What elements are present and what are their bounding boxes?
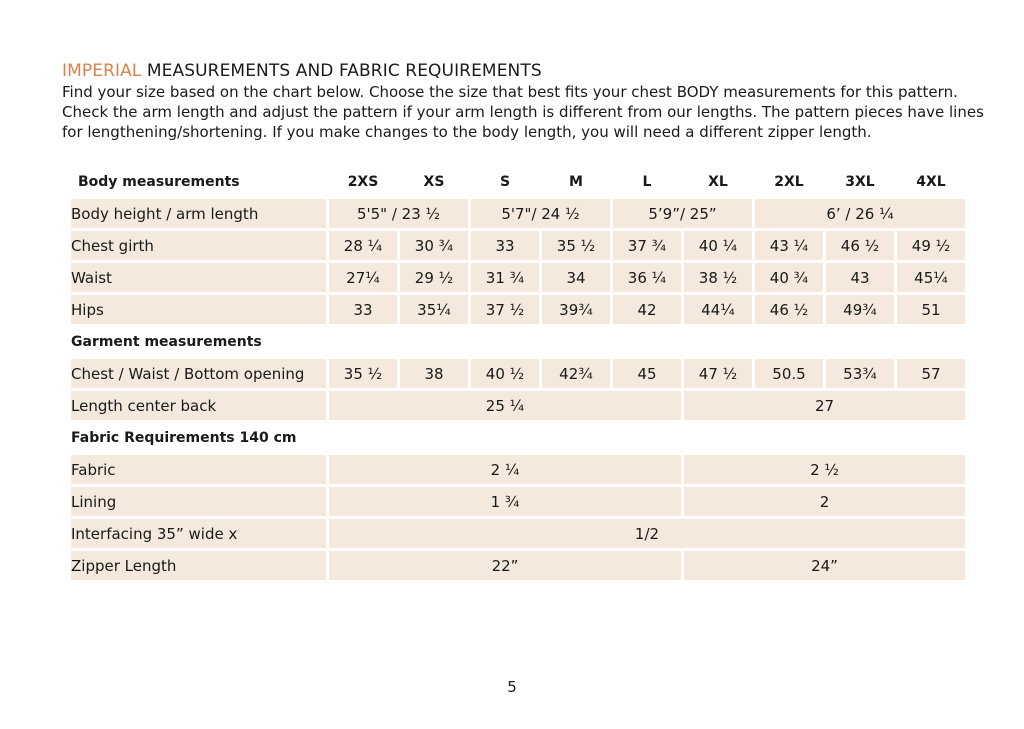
garment-chest-value: 57 (897, 359, 965, 388)
intro-line-3: for lengthening/shortening. If you make … (62, 123, 872, 141)
body-height-value: 6’ / 26 ¼ (755, 199, 965, 228)
hips-value: 39¾ (542, 295, 610, 324)
hips-label: Hips (71, 295, 326, 324)
intro-line-2: Check the arm length and adjust the patt… (62, 103, 984, 121)
waist-value: 40 ¾ (755, 263, 823, 292)
chest-girth-value: 30 ¾ (400, 231, 468, 260)
waist-value: 38 ½ (684, 263, 752, 292)
size-2xl: 2XL (774, 173, 804, 190)
hips-value: 42 (613, 295, 681, 324)
intro-line-1: Find your size based on the chart below.… (62, 83, 958, 101)
garment-chest-value: 53¾ (826, 359, 894, 388)
body-height-value: 5'5" / 23 ½ (329, 199, 468, 228)
size-4xl: 4XL (916, 173, 946, 190)
fabric-requirements-header: Fabric Requirements 140 cm (71, 429, 297, 446)
zipper-length-value: 24” (684, 551, 965, 580)
chest-girth-value: 46 ½ (826, 231, 894, 260)
table-row: Zipper Length 22” 24” (71, 551, 965, 580)
waist-value: 45¼ (897, 263, 965, 292)
waist-value: 43 (826, 263, 894, 292)
hips-value: 51 (897, 295, 965, 324)
table-row: Body height / arm length 5'5" / 23 ½ 5'7… (71, 199, 965, 228)
table-row: Interfacing 35” wide x 1/2 (71, 519, 965, 548)
chest-girth-value: 35 ½ (542, 231, 610, 260)
waist-label: Waist (71, 263, 326, 292)
hips-value: 33 (329, 295, 397, 324)
interfacing-label: Interfacing 35” wide x (71, 519, 326, 548)
lining-value: 2 (684, 487, 965, 516)
size-xs: XS (423, 173, 445, 190)
lining-label: Lining (71, 487, 326, 516)
title-accent: IMPERIAL (62, 61, 142, 81)
size-header-row: Body measurements 2XS XS S M L XL 2XL 3X… (71, 167, 965, 196)
fabric-label: Fabric (71, 455, 326, 484)
chest-girth-value: 37 ¾ (613, 231, 681, 260)
size-m: M (569, 173, 583, 190)
lining-value: 1 ¾ (329, 487, 681, 516)
waist-value: 36 ¼ (613, 263, 681, 292)
hips-value: 44¼ (684, 295, 752, 324)
length-back-value: 27 (684, 391, 965, 420)
intro-text: Find your size based on the chart below.… (62, 82, 984, 142)
table-row: Fabric 2 ¼ 2 ½ (71, 455, 965, 484)
chest-girth-label: Chest girth (71, 231, 326, 260)
waist-value: 34 (542, 263, 610, 292)
section-row: Fabric Requirements 140 cm (71, 423, 965, 452)
size-3xl: 3XL (845, 173, 875, 190)
garment-measurements-header: Garment measurements (71, 333, 262, 350)
length-back-label: Length center back (71, 391, 326, 420)
garment-chest-value: 50.5 (755, 359, 823, 388)
hips-value: 49¾ (826, 295, 894, 324)
section-row: Garment measurements (71, 327, 965, 356)
body-height-value: 5’9”/ 25” (613, 199, 752, 228)
table-row: Chest girth 28 ¼ 30 ¾ 33 35 ½ 37 ¾ 40 ¼ … (71, 231, 965, 260)
garment-chest-value: 40 ½ (471, 359, 539, 388)
table-row: Hips 33 35¼ 37 ½ 39¾ 42 44¼ 46 ½ 49¾ 51 (71, 295, 965, 324)
hips-value: 46 ½ (755, 295, 823, 324)
title-rest: MEASUREMENTS AND FABRIC REQUIREMENTS (141, 61, 542, 81)
garment-chest-value: 45 (613, 359, 681, 388)
size-s: S (499, 173, 511, 190)
page-title: IMPERIAL MEASUREMENTS AND FABRIC REQUIRE… (62, 61, 542, 81)
size-2xs: 2XS (347, 173, 379, 190)
table-row: Length center back 25 ¼ 27 (71, 391, 965, 420)
table-row: Waist 27¼ 29 ½ 31 ¾ 34 36 ¼ 38 ½ 40 ¾ 43… (71, 263, 965, 292)
garment-chest-value: 35 ½ (329, 359, 397, 388)
chest-girth-value: 43 ¼ (755, 231, 823, 260)
waist-value: 29 ½ (400, 263, 468, 292)
zipper-length-label: Zipper Length (71, 551, 326, 580)
table-row: Chest / Waist / Bottom opening 35 ½ 38 4… (71, 359, 965, 388)
interfacing-value: 1/2 (329, 519, 965, 548)
chest-girth-value: 28 ¼ (329, 231, 397, 260)
hips-value: 37 ½ (471, 295, 539, 324)
zipper-length-value: 22” (329, 551, 681, 580)
size-xl: XL (708, 173, 728, 190)
waist-value: 31 ¾ (471, 263, 539, 292)
length-back-value: 25 ¼ (329, 391, 681, 420)
hips-value: 35¼ (400, 295, 468, 324)
waist-value: 27¼ (329, 263, 397, 292)
chest-girth-value: 40 ¼ (684, 231, 752, 260)
size-l: L (642, 173, 652, 190)
body-measurements-header: Body measurements (78, 173, 240, 190)
body-height-value: 5'7"/ 24 ½ (471, 199, 610, 228)
page-number: 5 (507, 678, 517, 696)
garment-chest-value: 38 (400, 359, 468, 388)
chest-girth-value: 49 ½ (897, 231, 965, 260)
garment-chest-value: 47 ½ (684, 359, 752, 388)
body-height-label: Body height / arm length (71, 199, 326, 228)
chest-girth-value: 33 (471, 231, 539, 260)
table-row: Lining 1 ¾ 2 (71, 487, 965, 516)
fabric-value: 2 ½ (684, 455, 965, 484)
garment-chest-value: 42¾ (542, 359, 610, 388)
fabric-value: 2 ¼ (329, 455, 681, 484)
garment-chest-label: Chest / Waist / Bottom opening (71, 359, 326, 388)
size-chart-table: Body measurements 2XS XS S M L XL 2XL 3X… (68, 164, 968, 583)
